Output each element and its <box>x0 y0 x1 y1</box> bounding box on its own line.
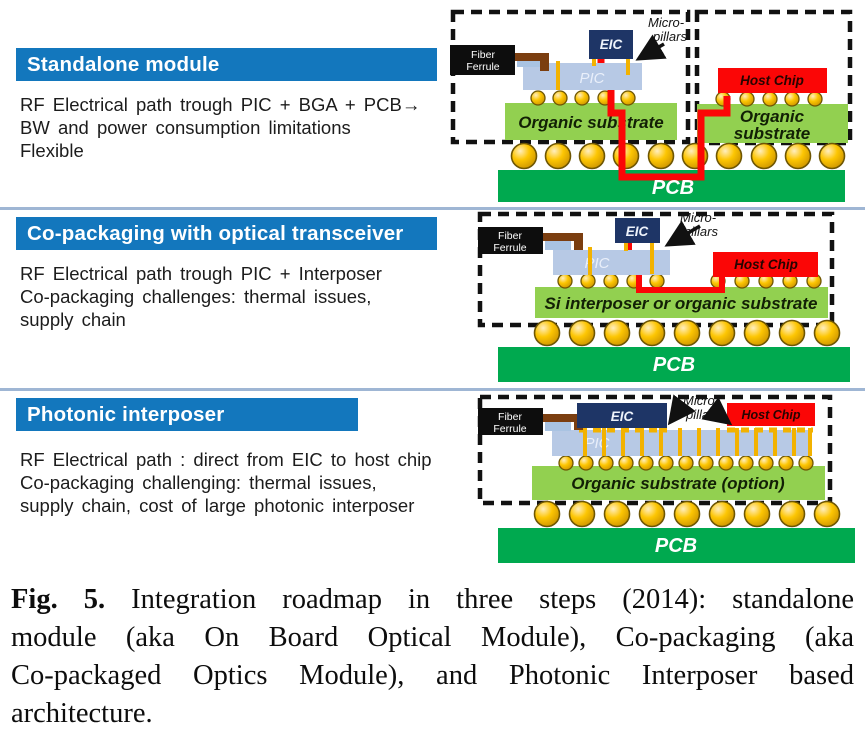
organic-substrate-block <box>505 103 677 140</box>
host-chip-label: Host Chip <box>734 257 798 272</box>
micro-pillar <box>624 243 628 251</box>
separator-2 <box>0 388 865 391</box>
pcb-label: PCB <box>655 535 697 557</box>
caption-line3: Co-packaged Optics Module), and Photonic… <box>11 660 854 691</box>
organic-substrate-block <box>532 466 825 500</box>
pcb-block <box>498 347 850 382</box>
caption-line2: module (aka On Board Optical Module), Co… <box>11 622 854 653</box>
panel1-line2: BW and power consumption limitations <box>20 117 351 138</box>
micro-pillars-label2: pillars <box>652 29 687 44</box>
fiber-ferrule-block <box>450 45 515 75</box>
diagram-copackaging: PCB Si interposer or organic substrate P… <box>477 210 850 382</box>
micro-pillar <box>626 59 630 75</box>
panel2-line3: supply chain <box>20 309 126 330</box>
micro-pillars-arrow <box>664 220 701 247</box>
caption-line1-rest: Integration roadmap in three steps (2014… <box>131 584 855 615</box>
micro-pillars-label1: Micro- <box>683 393 720 408</box>
eic-label: EIC <box>600 37 623 52</box>
panel1-text: RF Electrical path trough PIC + BGA + PC… <box>20 93 450 162</box>
fiber-ferrule-label1: Fiber <box>498 411 522 423</box>
host-chip-label: Host Chip <box>740 73 804 88</box>
organic-substrate-label: Organic substrate <box>518 113 664 132</box>
organic-option-label: Organic substrate (option) <box>571 474 785 493</box>
micro-pillar <box>588 247 592 275</box>
pcb-label: PCB <box>653 354 695 376</box>
micro-pillar <box>592 59 596 66</box>
fiber-coupler-block <box>545 421 571 431</box>
fiber-ferrule-block <box>478 408 543 435</box>
panel3-line2: Co-packaging challenging: thermal issues… <box>20 472 377 493</box>
fiber-coupler-block <box>545 240 571 250</box>
fiber-ferrule-block <box>478 227 543 254</box>
caption-line1: Fig. 5. Integration roadmap in three ste… <box>11 581 854 619</box>
panel2-line2: Co-packaging challenges: thermal issues, <box>20 286 372 307</box>
bga-balls-row <box>533 500 841 528</box>
micro-pillar-array <box>583 428 812 456</box>
panel1-line3: Flexible <box>20 140 84 161</box>
host-chip-block <box>727 403 815 426</box>
eic-block <box>615 218 660 243</box>
pcb-block <box>498 528 855 563</box>
pic-bumps-row <box>530 90 636 106</box>
bga-balls-row <box>533 319 841 347</box>
fiber-ferrule-label2: Ferrule <box>493 423 526 435</box>
diagram-photonic-interposer: Organic substrate (option) PCB PIC <box>477 393 855 563</box>
panel3-line3: supply chain, cost of large photonic int… <box>20 495 415 516</box>
pic-bumps-row <box>557 273 665 289</box>
micro-pillar <box>650 243 654 274</box>
panel2-line1: RF Electrical path trough PIC + Interpos… <box>20 263 382 284</box>
panel3-text: RF Electrical path : direct from EIC to … <box>20 448 455 517</box>
panel3-header: Photonic interposer <box>16 398 358 431</box>
micro-pillars-arrow-left <box>667 394 696 426</box>
eic-block <box>577 403 667 428</box>
fiber-connector <box>543 233 583 250</box>
organic-label-line2: substrate <box>734 124 811 143</box>
caption-fig-label: Fig. 5. <box>11 584 106 615</box>
micro-pillars-arrow-right <box>701 397 733 426</box>
interposer-label: Si interposer or organic substrate <box>544 294 817 313</box>
host-chip-block <box>713 252 818 277</box>
panel3-line1: RF Electrical path : direct from EIC to … <box>20 449 432 470</box>
fiber-ferrule-label1: Fiber <box>498 230 522 242</box>
eic-block <box>589 30 633 59</box>
fiber-coupler-block <box>517 57 543 67</box>
fiber-ferrule-label2: Ferrule <box>493 242 526 254</box>
pcb-label: PCB <box>652 177 694 199</box>
micro-pillars-label2: pillars <box>685 407 720 422</box>
eic-label: EIC <box>626 224 649 239</box>
panel1-header: Standalone module <box>16 48 437 81</box>
bga-balls-row <box>510 142 846 170</box>
micro-pillar <box>556 61 560 90</box>
module-dashed-box <box>450 9 691 145</box>
figure-caption: Fig. 5. Integration roadmap in three ste… <box>11 581 854 733</box>
host-chip-label: Host Chip <box>741 408 800 422</box>
separator-1 <box>0 207 865 210</box>
micro-pillars-label1: Micro- <box>648 15 685 30</box>
fiber-connector <box>515 53 549 71</box>
host-chip-block <box>718 68 827 93</box>
micro-pillars-label1: Micro- <box>680 210 717 225</box>
micro-pillars-arrow <box>635 34 667 61</box>
diagram-standalone: Organic substrate Organic substrate PCB … <box>450 9 853 202</box>
fiber-connector <box>543 414 583 430</box>
caption-line4: architecture. <box>11 698 153 729</box>
hostchip-bumps-row <box>715 91 823 107</box>
panel2-header: Co-packaging with optical transceiver <box>16 217 437 250</box>
organic-label-line1: Organic <box>740 107 805 126</box>
diagrams-canvas: Organic substrate Organic substrate PCB … <box>450 9 855 563</box>
eic-label: EIC <box>611 409 634 424</box>
panel2-text: RF Electrical path trough PIC + Interpos… <box>20 262 450 331</box>
fiber-ferrule-label1: Fiber <box>471 49 495 61</box>
pic-label: PIC <box>579 70 604 87</box>
fiber-ferrule-label2: Ferrule <box>466 61 499 73</box>
panel1-line1: RF Electrical path trough PIC + BGA + PC… <box>20 94 421 115</box>
